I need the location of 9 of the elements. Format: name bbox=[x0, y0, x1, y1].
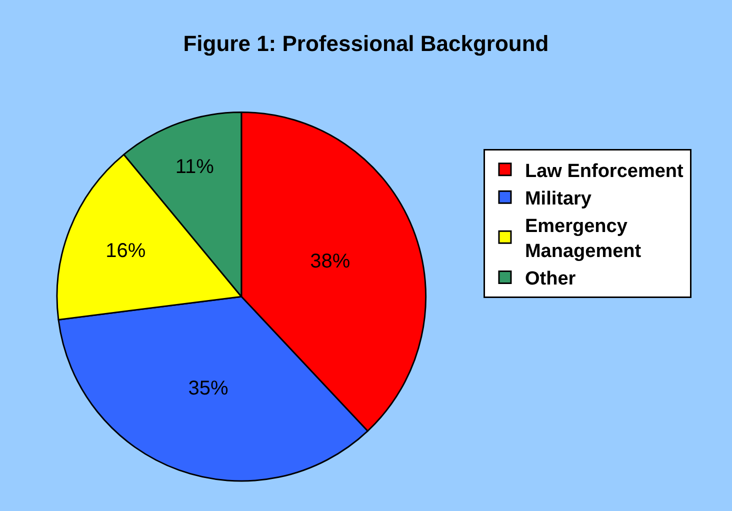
legend-label: Emergency Management bbox=[524, 216, 642, 262]
data-label: 16% bbox=[106, 240, 146, 262]
data-label: 35% bbox=[188, 377, 228, 400]
legend-label: Law Enforcement bbox=[524, 160, 684, 182]
legend-label: Other bbox=[524, 268, 576, 290]
legend-label: Military bbox=[524, 188, 592, 210]
data-label: 38% bbox=[310, 250, 350, 272]
data-label: 11% bbox=[175, 156, 214, 178]
chart-title: Figure 1: Professional Background bbox=[183, 31, 549, 56]
